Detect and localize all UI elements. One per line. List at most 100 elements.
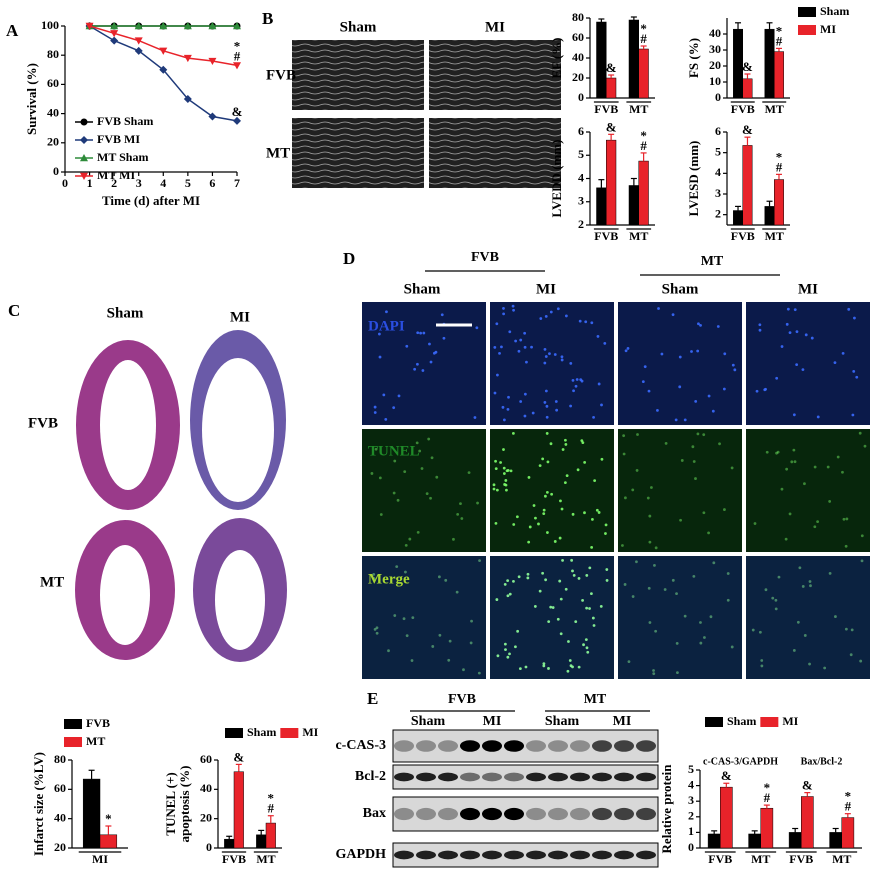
nucleus <box>470 619 473 623</box>
nucleus <box>718 442 721 446</box>
y-tick-label: 2 <box>715 206 721 220</box>
nucleus <box>493 345 497 349</box>
y-tick-label: 40 <box>47 105 59 119</box>
nucleus <box>564 314 568 318</box>
marker <box>233 62 241 70</box>
legend-label: MT MI <box>97 168 135 182</box>
nucleus <box>591 517 594 521</box>
nucleus <box>542 662 546 666</box>
nucleus <box>675 641 679 645</box>
bar <box>788 832 802 849</box>
nucleus <box>495 322 499 326</box>
nucleus <box>503 483 507 486</box>
band <box>504 807 524 821</box>
nucleus <box>561 448 565 451</box>
band <box>526 772 546 782</box>
echo-images: Sham MI FVB MT <box>266 19 561 188</box>
nucleus <box>494 522 498 525</box>
band <box>416 740 436 752</box>
nucleus <box>775 451 778 455</box>
band <box>570 772 590 782</box>
nucleus <box>512 308 515 312</box>
marker <box>134 37 143 45</box>
nucleus <box>793 308 797 312</box>
heart-lumen <box>100 360 156 490</box>
nucleus <box>429 360 433 364</box>
nucleus <box>660 352 664 356</box>
nucleus <box>575 378 579 381</box>
nucleus <box>788 331 792 335</box>
nucleus <box>571 378 575 382</box>
band <box>636 807 656 821</box>
nucleus <box>567 640 570 643</box>
nucleus <box>556 307 560 311</box>
group-label: MT <box>701 254 724 269</box>
x-tick-label: 2 <box>111 176 117 190</box>
channel-label: Merge <box>368 571 410 587</box>
nucleus <box>711 409 715 413</box>
nucleus <box>808 662 811 666</box>
nucleus <box>422 331 426 335</box>
y-tick-label: 40 <box>200 781 212 795</box>
nucleus <box>551 606 555 609</box>
nucleus <box>558 579 562 583</box>
bar <box>733 210 743 226</box>
nucleus <box>855 375 859 379</box>
nucleus <box>523 414 527 418</box>
legend-swatch <box>64 737 82 747</box>
nucleus <box>538 589 542 593</box>
nucleus <box>411 616 415 620</box>
nucleus <box>621 544 624 547</box>
x-tick-label: MT <box>765 102 784 116</box>
band <box>460 807 480 821</box>
y-tick-label: 20 <box>47 135 59 149</box>
y-tick-label: 30 <box>709 42 721 56</box>
y-tick-label: 0 <box>206 840 212 854</box>
nucleus <box>435 475 439 479</box>
micrograph <box>490 302 614 425</box>
nucleus <box>549 310 553 314</box>
nucleus <box>542 512 546 515</box>
panel-letter: A <box>6 21 19 40</box>
nucleus <box>595 508 599 512</box>
nucleus <box>415 441 419 445</box>
x-tick-label: 5 <box>185 176 191 190</box>
band <box>570 850 590 860</box>
nucleus <box>813 465 817 469</box>
nucleus <box>478 559 481 562</box>
nucleus <box>751 628 755 632</box>
nucleus <box>733 368 737 372</box>
x-tick-label: FVB <box>594 102 618 116</box>
nucleus <box>755 389 759 393</box>
nucleus <box>588 566 592 570</box>
nucleus <box>494 467 498 471</box>
band <box>592 772 612 782</box>
x-tick-label: FVB <box>789 852 813 866</box>
nucleus <box>585 606 589 610</box>
bar <box>801 796 814 849</box>
bar <box>233 771 244 849</box>
nucleus <box>549 605 553 609</box>
band <box>526 740 546 752</box>
legend-label: MI <box>820 22 836 36</box>
column-label: Sham <box>662 281 699 297</box>
nucleus <box>623 583 627 586</box>
nucleus <box>564 587 568 591</box>
nucleus <box>526 576 530 580</box>
nucleus <box>792 413 796 417</box>
nucleus <box>528 525 532 529</box>
nucleus <box>597 382 601 386</box>
marker <box>183 22 192 30</box>
nucleus <box>402 617 406 621</box>
nucleus <box>776 450 780 454</box>
band <box>482 850 502 860</box>
nucleus <box>537 522 540 526</box>
legend-label: MT <box>86 734 105 748</box>
nucleus <box>584 320 588 324</box>
nucleus <box>581 598 584 602</box>
nucleus <box>764 588 768 592</box>
nucleus <box>795 363 799 367</box>
marker <box>85 22 94 30</box>
nucleus <box>541 571 545 575</box>
nucleus <box>775 376 779 380</box>
